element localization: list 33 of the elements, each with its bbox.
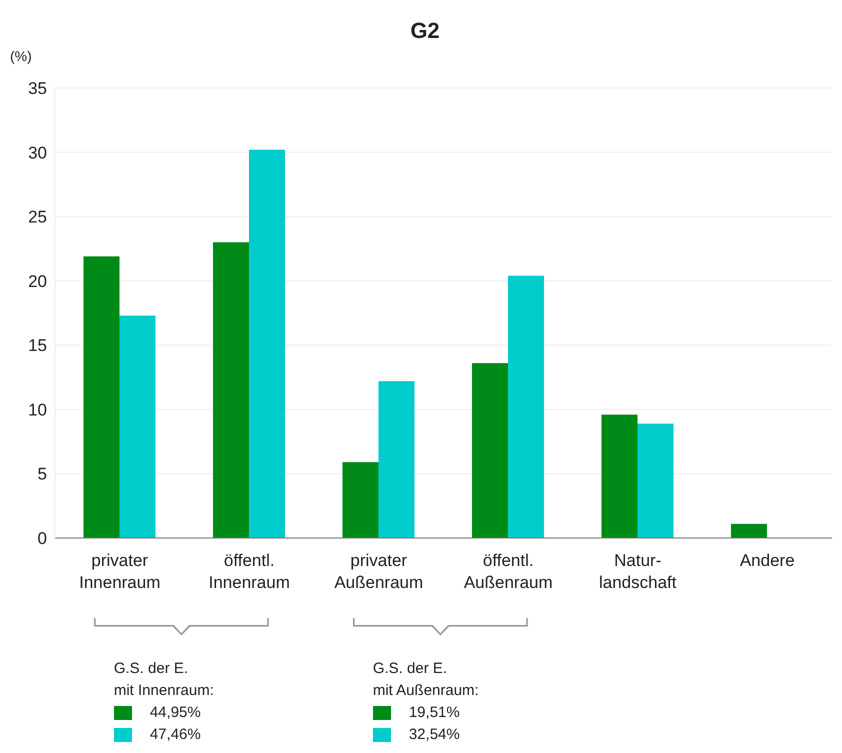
text: G.S. der E. mit Innenraum: [114,659,214,701]
x-tick-label: privater Außenraum [334,551,424,592]
text: 47,46% [150,725,201,745]
bar [83,256,120,538]
y-tick-label: 30 [28,143,47,162]
y-tick-label: 10 [28,400,47,420]
bar [637,424,674,538]
bar [119,316,156,538]
x-tick-label: öffentl. Außenraum [464,551,553,592]
bar [601,414,638,538]
y-axis-title: (%) [10,48,32,64]
x-tick-label: Andere [740,551,795,570]
x-tick-label: öffentl. Innenraum [208,551,290,592]
x-tick-label: Natur- landschaft [599,551,677,592]
y-tick-label: 0 [38,529,47,548]
y-tick-label: 5 [38,464,47,484]
text: 44,95% [150,703,201,723]
bar [472,363,508,538]
bar [378,381,414,538]
chart-title: G2 [409,18,441,44]
text: G.S. der E. mit Außenraum: [372,659,479,701]
y-tick-label: 25 [28,208,47,227]
bar [212,242,249,538]
y-tick-label: 35 [28,79,47,98]
bar [508,276,544,538]
bar [248,150,285,538]
y-tick-label: 20 [28,272,47,291]
text: 19,51% [408,703,460,723]
y-tick-label: 15 [28,336,47,356]
bar [342,462,378,538]
text: 32,54% [408,725,460,745]
bar [730,524,767,538]
x-tick-label: privater Innenraum [79,551,160,592]
